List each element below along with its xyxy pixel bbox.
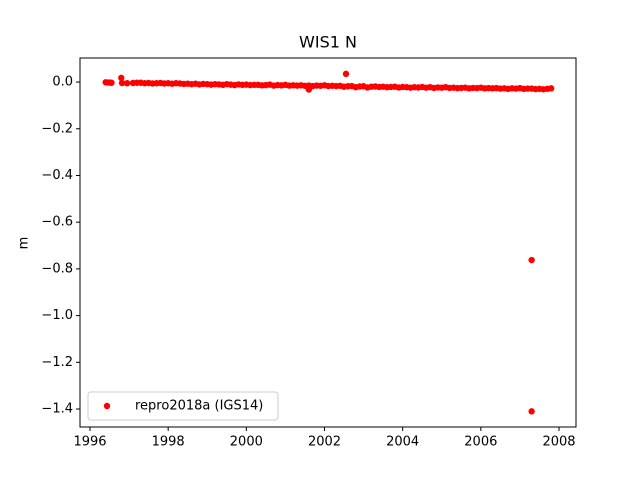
chart-title: WIS1 N <box>299 33 357 52</box>
data-point <box>528 408 535 415</box>
y-tick-label: −0.8 <box>41 261 73 276</box>
plot-frame <box>79 57 577 428</box>
x-tick-label: 1998 <box>152 435 185 450</box>
data-point <box>547 85 555 92</box>
y-tick-label: −0.6 <box>41 215 73 230</box>
x-tick-label: 2004 <box>386 435 419 450</box>
y-tick-label: −1.2 <box>41 355 73 370</box>
legend-box <box>87 391 279 421</box>
data-point <box>118 79 126 87</box>
data-point <box>528 256 535 264</box>
x-tick-label: 2006 <box>464 435 497 450</box>
legend-marker <box>103 402 111 410</box>
y-tick-label: −0.2 <box>41 121 73 136</box>
y-axis-label: m <box>17 237 32 250</box>
data-point <box>108 79 115 86</box>
data-point <box>123 80 131 87</box>
data-point <box>305 86 313 93</box>
data-point <box>118 74 125 82</box>
y-tick-label: 0.0 <box>52 75 73 90</box>
x-tick-label: 2000 <box>230 435 263 450</box>
y-tick-label: −1.0 <box>41 308 73 323</box>
data-point <box>342 70 350 78</box>
y-tick-label: −1.4 <box>41 402 73 417</box>
y-tick-label: −0.4 <box>41 168 73 183</box>
x-tick-label: 1996 <box>73 435 106 450</box>
x-tick-label: 2002 <box>308 435 341 450</box>
legend-label: repro2018a (IGS14) <box>135 399 263 414</box>
x-tick-label: 2008 <box>542 435 575 450</box>
